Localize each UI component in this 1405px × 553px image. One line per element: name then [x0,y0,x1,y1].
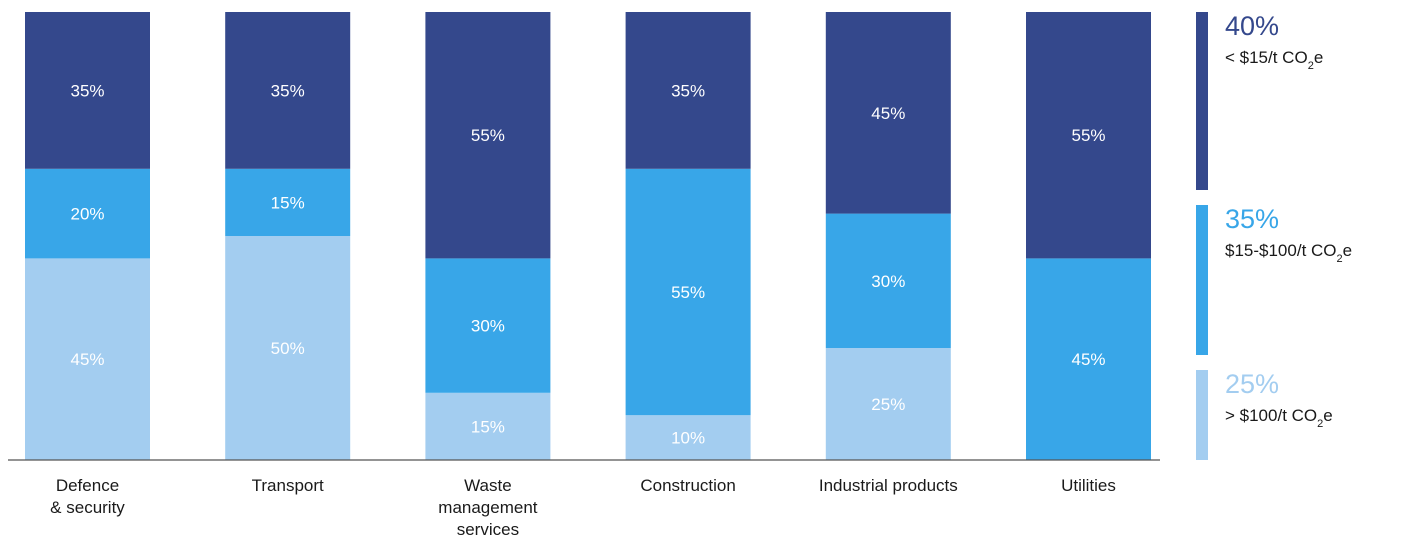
x-tick-label-transport: Transport [252,476,324,495]
data-label-defence-security-mid: 20% [70,205,104,224]
data-label-waste-management-services-low: 55% [471,126,505,145]
bar-industrial-products-mid [825,213,951,348]
legend-pct-mid: 35% [1225,204,1279,234]
bar-transport-low [225,12,351,169]
bar-utilities-mid [1026,258,1151,460]
data-label-utilities-low: 55% [1071,126,1105,145]
legend-swatch-mid [1196,205,1208,355]
data-label-waste-management-services-mid: 30% [471,317,505,336]
legend-label-mid: $15-$100/t CO2e [1225,241,1352,265]
bar-waste-management-services-high [425,392,551,460]
bar-industrial-products-low [825,12,951,214]
legend-label-high: > $100/t CO2e [1225,406,1333,430]
legend-label-low: < $15/t CO2e [1225,48,1323,72]
bar-utilities-low [1026,12,1151,259]
data-label-transport-high: 50% [271,339,305,358]
x-tick-label-utilities: Utilities [1061,476,1116,495]
bar-waste-management-services-low [425,12,551,259]
data-label-transport-mid: 15% [271,193,305,212]
data-label-industrial-products-high: 25% [871,395,905,414]
bar-transport-high [225,236,351,460]
x-tick-label-waste-management-services: Waste management services [438,476,538,539]
legend-swatch-high [1196,370,1208,460]
data-label-construction-low: 35% [671,81,705,100]
bar-construction-low [625,12,751,169]
bar-waste-management-services-mid [425,258,551,393]
bar-transport-mid [225,168,351,236]
data-label-industrial-products-mid: 30% [871,272,905,291]
legend-pct-high: 25% [1225,369,1279,399]
data-label-defence-security-low: 35% [70,81,104,100]
legend-pct-low: 40% [1225,11,1279,41]
bar-defence-security-high [25,258,150,460]
bar-defence-security-low [25,12,150,169]
data-label-construction-high: 10% [671,429,705,448]
bar-defence-security-mid [25,168,150,259]
bar-construction-mid [625,168,751,416]
data-label-utilities-mid: 45% [1071,350,1105,369]
legend-swatch-low [1196,12,1208,190]
data-label-industrial-products-low: 45% [871,104,905,123]
bar-construction-high [625,415,751,460]
x-tick-label-defence-security: Defence & security [50,476,125,517]
data-label-transport-low: 35% [271,81,305,100]
bar-industrial-products-high [825,348,951,460]
x-tick-label-industrial-products: Industrial products [819,476,958,495]
data-label-waste-management-services-high: 15% [471,417,505,436]
data-label-defence-security-high: 45% [70,350,104,369]
x-tick-label-construction: Construction [640,476,735,495]
data-label-construction-mid: 55% [671,283,705,302]
